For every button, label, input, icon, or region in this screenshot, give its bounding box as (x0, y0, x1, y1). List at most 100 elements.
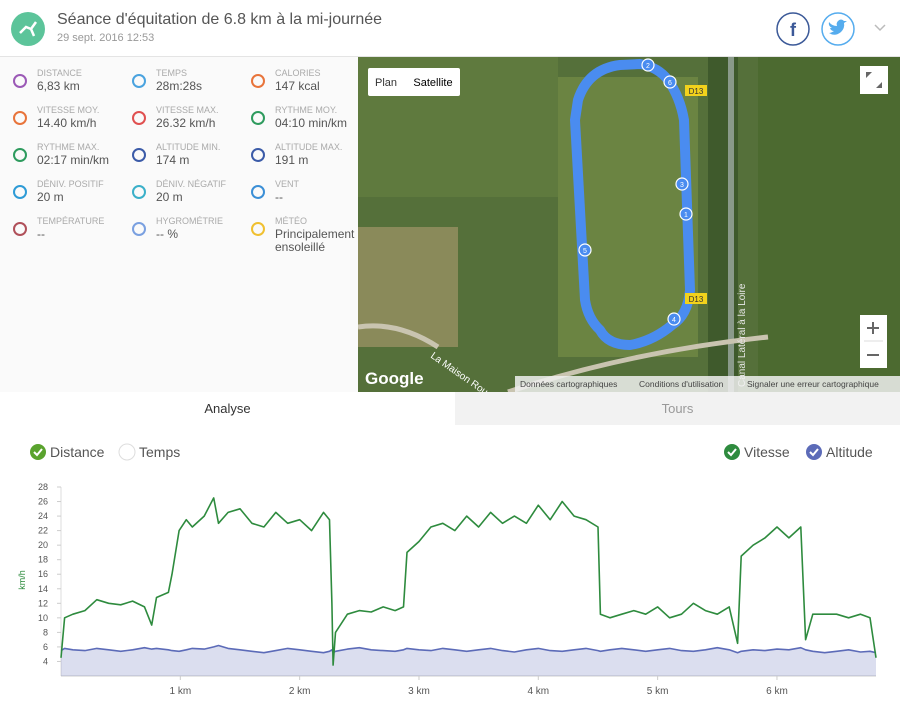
y-axis-label: km/h (17, 570, 27, 590)
stat-label: MÉTÉO (275, 216, 308, 226)
attribution-link[interactable]: Signaler une erreur cartographique (747, 379, 879, 389)
svg-text:f: f (790, 20, 797, 40)
date: 29 sept. 2016 12:53 (57, 32, 155, 44)
stat-label: HYGROMÉTRIE (156, 216, 224, 226)
stat-icon (13, 222, 27, 236)
canal-label: Canal Latéral à la Loire (737, 283, 748, 387)
stat-value: 28m:28s (156, 79, 203, 93)
waypoint-label: 4 (672, 317, 676, 324)
map-button-plan[interactable]: Plan (375, 77, 397, 89)
waypoint (667, 312, 681, 326)
series-line (60, 644, 877, 654)
stat-icon-shape (132, 74, 146, 88)
legend-item[interactable]: Altitude (806, 444, 873, 460)
stats-panel: DISTANCE 6,83 km TEMPS 28m:28s CALORIES 147 k… (0, 57, 358, 392)
y-tick-label: 14 (38, 584, 48, 594)
waypoint (578, 243, 592, 257)
option-temps[interactable] (118, 443, 136, 461)
stat-icon-shape (13, 222, 27, 236)
map-button-satellite[interactable]: Satellite (413, 77, 452, 89)
x-mode-option[interactable]: Temps (139, 444, 180, 460)
map-logo: Google (365, 369, 424, 388)
stat-label: CALORIES (275, 68, 321, 78)
tab-tours[interactable]: Tours (455, 392, 900, 425)
stat-icon-shape (132, 222, 146, 236)
y-tick-label: 22 (38, 526, 48, 536)
activity-icon (11, 12, 45, 46)
legend-check (724, 444, 740, 460)
stat-icon-shape (251, 185, 265, 199)
stat-value: 147 kcal (275, 79, 320, 93)
y-tick-label: 26 (38, 497, 48, 507)
x-tick-label: 3 km (408, 686, 430, 697)
option-distance[interactable] (30, 444, 46, 460)
stat-value: 191 m (275, 153, 309, 167)
stat-value: 20 m (156, 190, 183, 204)
stat-icon (251, 185, 265, 199)
stat-icon (132, 111, 146, 125)
x-tick-label: 5 km (647, 686, 669, 697)
x-mode-option[interactable]: Distance (50, 444, 105, 460)
waypoint (641, 58, 655, 72)
y-tick-label: 16 (38, 569, 48, 579)
legend-label: Altitude (826, 444, 873, 460)
series-line (60, 497, 877, 666)
stat-icon (132, 74, 146, 88)
waypoint-label: 2 (646, 63, 650, 70)
stat-label: DISTANCE (37, 68, 82, 78)
stat-icon (251, 148, 265, 162)
stat-value: 04:10 min/km (275, 116, 348, 130)
legend-label: Vitesse (744, 444, 790, 460)
facebook-button[interactable]: f (776, 12, 810, 46)
y-tick-label: 10 (38, 613, 48, 623)
stat-icon-shape (13, 148, 27, 162)
stat-icon-shape (132, 111, 146, 125)
stat-icon-shape (13, 74, 27, 88)
stat-value: 20 m (37, 190, 64, 204)
legend-check-mark (727, 448, 737, 457)
attribution-link[interactable]: Conditions d'utilisation (639, 379, 724, 389)
y-tick-label: 12 (38, 598, 48, 608)
stat-icon-shape (132, 148, 146, 162)
share-buttons: f (776, 12, 886, 46)
stat-icon-shape (251, 74, 265, 88)
stat-icon-shape (251, 222, 265, 236)
stat-icon (13, 148, 27, 162)
expand-chevron[interactable] (874, 24, 886, 32)
stat-label: DÉNIV. NÉGATIF (156, 179, 227, 189)
stat-icon (13, 185, 27, 199)
waypoint-label: 3 (680, 182, 684, 189)
legend-item[interactable]: Vitesse (724, 444, 790, 460)
stat-value: 174 m (156, 153, 190, 167)
road-label: D13 (689, 295, 704, 304)
y-tick-label: 20 (38, 540, 48, 550)
x-tick-label: 4 km (527, 686, 549, 697)
y-tick-label: 28 (38, 482, 48, 492)
stat-label: TEMPÉRATURE (37, 216, 105, 226)
stat-label: VITESSE MOY. (37, 105, 100, 115)
stat-icon-shape (251, 111, 265, 125)
twitter-button[interactable] (821, 12, 855, 46)
road-label: D13 (689, 87, 704, 96)
stat-label: DÉNIV. POSITIF (37, 179, 104, 189)
legend-check-mark (809, 448, 819, 457)
stat-label: ALTITUDE MAX. (275, 142, 343, 152)
waypoint (675, 177, 689, 191)
stat-value: -- (37, 227, 45, 241)
stat-icon-shape (13, 185, 27, 199)
waypoint-label: 5 (583, 248, 587, 255)
tab-analyse[interactable]: Analyse (0, 392, 455, 425)
y-tick-label: 8 (43, 627, 48, 637)
y-tick-label: 24 (38, 511, 48, 521)
stat-icon (251, 111, 265, 125)
stat-icon-shape (132, 185, 146, 199)
stat-label: TEMPS (156, 68, 188, 78)
attribution-link[interactable]: Données cartographiques (520, 379, 617, 389)
fullscreen-button[interactable] (860, 66, 888, 94)
waypoint-label: 1 (684, 212, 688, 219)
chart: Distance Temps km/h 4 6 8 10 12 14 16 18 20 22 24 2… (17, 443, 877, 697)
x-tick-label: 6 km (766, 686, 788, 697)
header: Séance d'équitation de 6.8 km à la mi-jo… (0, 0, 900, 57)
map[interactable]: Plan Satellite D13 D13 La Maison Rouge C… (358, 57, 900, 392)
